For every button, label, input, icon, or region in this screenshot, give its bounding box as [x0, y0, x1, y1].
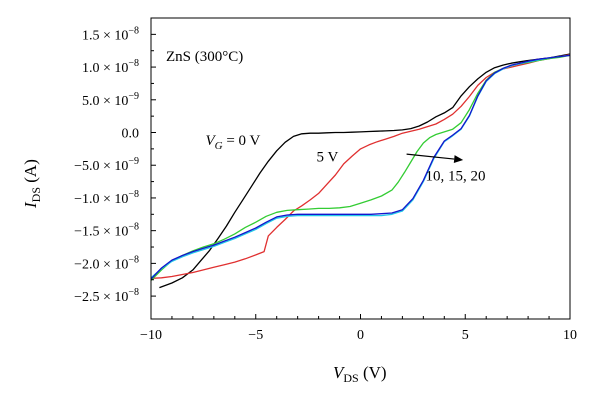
y-tick-label: 0.0: [122, 127, 140, 142]
annotation-vg-var: V: [205, 133, 216, 149]
y-tick-label: −1.0 × 10−8: [74, 189, 139, 207]
y-axis-label-sub: DS: [29, 187, 43, 202]
annotation-5v: 5 V: [317, 149, 339, 165]
y-tick-label: −2.5 × 10−8: [74, 287, 139, 305]
x-tick-label: −10: [140, 328, 162, 343]
x-tick-label: 0: [357, 328, 364, 343]
annotation-vg-0v: VG = 0 V: [205, 133, 260, 152]
x-axis-label-main: V: [333, 363, 346, 382]
annotation-vg-rest: = 0 V: [223, 133, 261, 149]
series-line-1: [159, 53, 571, 289]
x-tick-label: 10: [563, 328, 577, 343]
y-axis-label-unit: (A): [21, 159, 40, 187]
axis-ticks: −10 −5 0 5 10 1.5 × 10−8 1.0 × 10−8 5.0 × 10−9 0…: [74, 17, 577, 343]
y-tick-label: −1.5 × 10−8: [74, 222, 139, 240]
y-tick-label: 1.5 × 10−8: [82, 25, 139, 43]
annotation-vg-sub: G: [215, 140, 223, 152]
x-axis-label: VDS (V): [333, 363, 387, 385]
y-axis-label-main: I: [21, 201, 40, 209]
x-tick-label: 5: [462, 328, 469, 343]
trend-arrow-head: [453, 155, 464, 164]
x-axis-label-unit: (V): [359, 363, 387, 382]
x-axis-label-sub: DS: [343, 371, 358, 385]
y-tick-label: 5.0 × 10−9: [82, 91, 139, 109]
series-layer: [150, 53, 571, 289]
series-line-5: [150, 54, 571, 280]
y-tick-label: −2.0 × 10−8: [74, 254, 139, 272]
y-tick-label: −5.0 × 10−9: [74, 156, 139, 174]
y-tick-label: 1.0 × 10−8: [82, 58, 139, 76]
inset-label: ZnS (300°C): [166, 49, 243, 65]
x-tick-label: −5: [248, 328, 263, 343]
annotation-10-15-20: 10, 15, 20: [425, 168, 485, 184]
y-axis-label: IDS (A): [21, 159, 43, 209]
trend-arrow-line: [406, 153, 455, 160]
